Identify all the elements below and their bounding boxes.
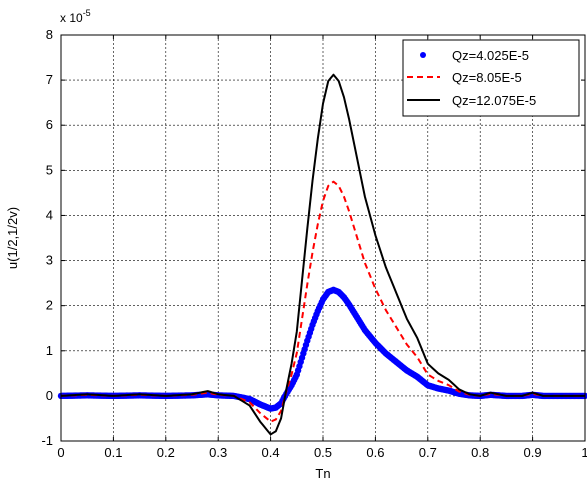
x-tick-label: 0 xyxy=(57,445,64,460)
x-tick-label: 0.9 xyxy=(524,445,542,460)
x-tick-label: 0.2 xyxy=(157,445,175,460)
x-tick-label: 1 xyxy=(581,445,587,460)
x-axis-label: Tn xyxy=(315,466,330,481)
series-1-points xyxy=(57,286,587,412)
y-tick-label: 0 xyxy=(46,388,53,403)
y-tick-label: 8 xyxy=(46,27,53,42)
y-multiplier-label: x 10-5 xyxy=(60,8,91,25)
legend-marker-series-1 xyxy=(420,52,426,58)
y-tick-label: -1 xyxy=(41,433,53,448)
y-tick-label: 3 xyxy=(46,253,53,268)
x-tick-label: 0.7 xyxy=(419,445,437,460)
legend-label-series-3: Qz=12.075E-5 xyxy=(452,93,536,108)
y-tick-label: 5 xyxy=(46,162,53,177)
y-tick-label: 4 xyxy=(46,207,53,222)
axis-ticks: 0 0.1 0.2 0.3 0.4 0.5 0.6 0.7 0.8 0.9 1 -1 0 1 2 3 4 5 6 7 8 xyxy=(41,27,587,460)
x-tick-label: 0.8 xyxy=(471,445,489,460)
y-tick-label: 1 xyxy=(46,343,53,358)
x-tick-label: 0.4 xyxy=(262,445,280,460)
series-layer xyxy=(57,73,587,436)
y-tick-label: 6 xyxy=(46,117,53,132)
y-tick-label: 2 xyxy=(46,298,53,313)
x-tick-label: 0.6 xyxy=(366,445,384,460)
series-3-line xyxy=(60,73,585,436)
x-tick-label: 0.1 xyxy=(104,445,122,460)
y-axis-label: u(1/2,1/2v) xyxy=(5,207,20,269)
legend-label-series-2: Qz=8.05E-5 xyxy=(452,70,522,85)
y-tick-label: 7 xyxy=(46,72,53,87)
legend: Qz=4.025E-5 Qz=8.05E-5 Qz=12.075E-5 xyxy=(402,39,580,117)
x-tick-label: 0.5 xyxy=(314,445,332,460)
x-tick-label: 0.3 xyxy=(209,445,227,460)
legend-label-series-1: Qz=4.025E-5 xyxy=(452,48,529,63)
